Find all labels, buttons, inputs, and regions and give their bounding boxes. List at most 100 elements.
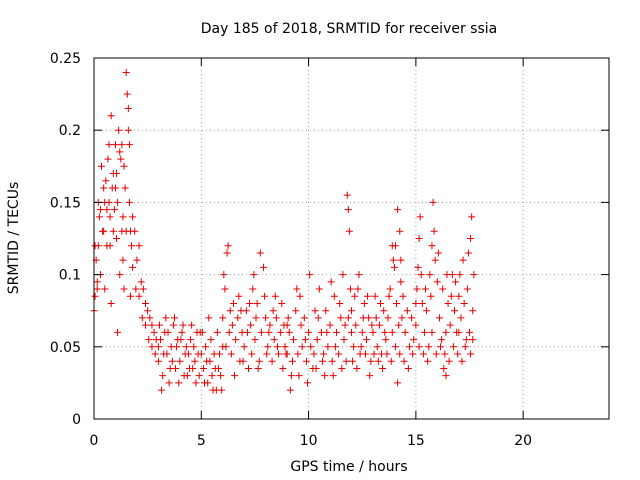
data-point [199, 364, 207, 372]
data-point [182, 343, 190, 351]
plot-frame [93, 57, 610, 420]
data-point [326, 321, 334, 329]
data-point [397, 256, 405, 264]
data-point [358, 328, 366, 336]
x-tick-label: 0 [90, 433, 99, 449]
data-point [462, 336, 470, 344]
data-point [444, 299, 452, 307]
data-point [122, 68, 130, 76]
data-point [400, 357, 408, 365]
data-point [139, 285, 147, 293]
data-point [91, 242, 99, 250]
data-point [142, 321, 149, 329]
data-point [124, 126, 132, 134]
data-point [218, 386, 226, 394]
data-point [251, 336, 259, 344]
data-point [269, 307, 277, 315]
data-point [399, 292, 407, 300]
data-point [168, 357, 176, 365]
data-point [329, 372, 337, 380]
data-point [435, 314, 443, 322]
data-point [314, 314, 322, 322]
data-point [428, 242, 436, 250]
data-point [386, 285, 394, 293]
data-point [179, 321, 187, 329]
data-point [123, 90, 131, 98]
data-point [194, 350, 202, 358]
data-point [330, 292, 338, 300]
data-point [114, 328, 122, 336]
data-points [90, 68, 478, 394]
data-point [290, 336, 298, 344]
data-point [111, 141, 119, 149]
data-point [312, 364, 320, 372]
data-point [345, 227, 353, 235]
data-point [96, 206, 104, 214]
data-point [154, 343, 162, 351]
data-point [126, 292, 134, 300]
data-point [355, 271, 363, 279]
data-point [296, 292, 304, 300]
data-point [129, 263, 137, 271]
data-point [148, 321, 156, 329]
data-point [442, 372, 450, 380]
data-point [401, 328, 409, 336]
data-point [425, 343, 433, 351]
data-point [405, 343, 413, 351]
data-point [439, 285, 447, 293]
data-point [452, 278, 460, 286]
x-tick-label: 20 [514, 433, 532, 449]
data-point [464, 249, 472, 257]
data-point [432, 350, 440, 358]
data-point [306, 271, 314, 279]
data-point [391, 343, 399, 351]
data-point [105, 141, 113, 149]
data-point [270, 336, 278, 344]
data-point [146, 314, 154, 322]
data-point [262, 314, 270, 322]
data-point [265, 328, 273, 336]
data-point [380, 307, 388, 315]
data-point [339, 271, 347, 279]
data-point [281, 343, 289, 351]
data-point [338, 364, 346, 372]
data-point [162, 314, 170, 322]
data-point [101, 285, 109, 293]
data-point [420, 328, 428, 336]
data-point [264, 343, 272, 351]
data-point [107, 299, 115, 307]
data-point [397, 278, 405, 286]
data-point [245, 364, 252, 372]
data-point [240, 343, 248, 351]
data-point [142, 299, 149, 307]
data-point [254, 364, 262, 372]
data-point [150, 328, 158, 336]
data-point [105, 198, 113, 206]
data-point [207, 336, 215, 344]
data-point [283, 350, 291, 358]
data-point [288, 357, 296, 365]
data-point [403, 307, 411, 315]
data-point [178, 328, 186, 336]
data-point [125, 198, 133, 206]
data-point [445, 357, 453, 365]
data-point [98, 162, 106, 170]
data-point [454, 350, 462, 358]
data-point [191, 357, 199, 365]
data-point [252, 314, 260, 322]
data-point [235, 292, 243, 300]
data-point [271, 292, 279, 300]
data-point [257, 328, 265, 336]
data-point [383, 350, 391, 358]
data-point [307, 343, 315, 351]
data-point [196, 328, 204, 336]
data-point [138, 314, 146, 322]
data-point [160, 350, 168, 358]
data-point [468, 213, 476, 221]
data-point [266, 321, 274, 329]
data-point [461, 343, 469, 351]
data-point [367, 357, 375, 365]
data-point [253, 299, 261, 307]
data-point [398, 314, 406, 322]
data-point [419, 350, 427, 358]
